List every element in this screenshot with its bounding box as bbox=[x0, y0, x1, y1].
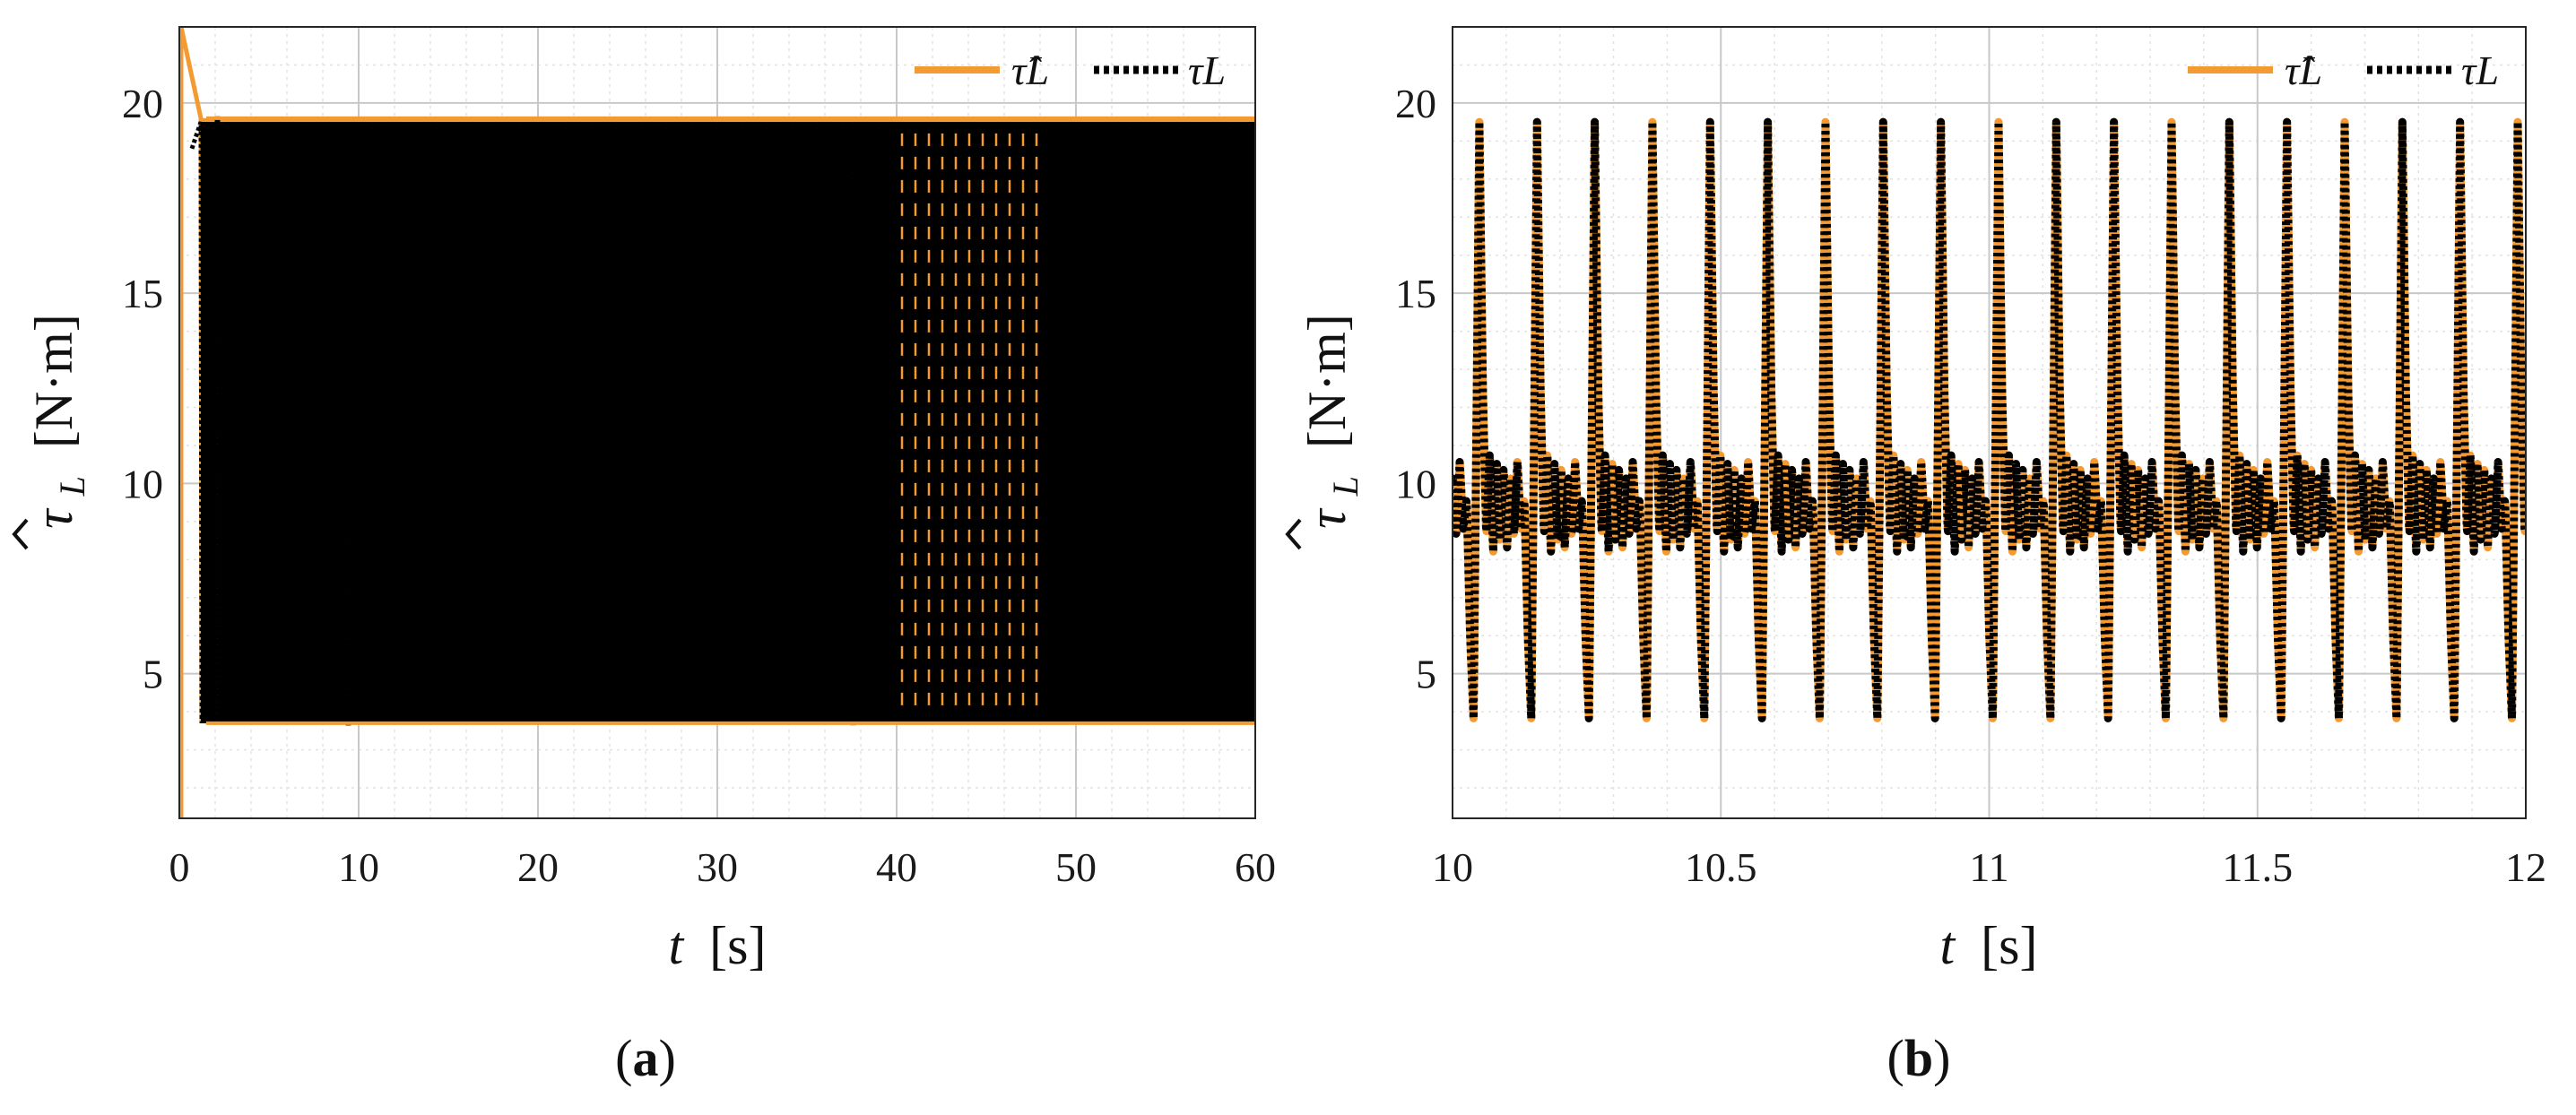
axes-frame-b bbox=[1452, 26, 2527, 819]
y-axis-unit-a: [N·m] bbox=[24, 314, 83, 448]
x-axis-label-b: t [s] bbox=[1940, 916, 2038, 975]
y-tick-label: 15 bbox=[1395, 271, 1436, 316]
y-tick-label: 20 bbox=[122, 81, 163, 126]
plot-area-a bbox=[179, 27, 1255, 818]
chart-panel-a: 0 10 20 30 40 50 60 5 10 15 20 τ̂L τL t [s] τ L [N… bbox=[12, 26, 1277, 1087]
y-axis-sub-a: L bbox=[52, 476, 92, 497]
x-ticks-b: 10 10.5 11 11.5 12 bbox=[1432, 844, 2546, 890]
y-tick-label: 10 bbox=[122, 461, 163, 506]
y-axis-label-b: τ L [N·m] bbox=[1285, 314, 1369, 550]
x-tick-label: 10.5 bbox=[1685, 844, 1757, 890]
x-axis-unit-b: [s] bbox=[1981, 916, 2037, 975]
x-tick-label: 60 bbox=[1235, 844, 1276, 890]
panel-label-a: (a) bbox=[615, 1029, 676, 1087]
legend-label-actual: τL bbox=[2461, 48, 2499, 93]
x-tick-label: 50 bbox=[1055, 844, 1097, 890]
legend-label-actual: τL bbox=[1188, 48, 1226, 93]
y-axis-hat-a bbox=[12, 518, 29, 550]
legend-label-estimate: τ̂L bbox=[2285, 48, 2322, 93]
chart-panel-b: 10 10.5 11 11.5 12 5 10 15 20 τ̂L τL t [s] τ L [… bbox=[1285, 26, 2546, 1087]
x-axis-label-a: t [s] bbox=[669, 916, 767, 975]
series-actual-line-a bbox=[189, 119, 1255, 726]
x-axis-var-a: t bbox=[669, 916, 685, 975]
y-axis-label-a: τ L [N·m] bbox=[12, 314, 96, 550]
x-tick-label: 40 bbox=[876, 844, 917, 890]
svg-text:τ L [N·m]: τ L [N·m] bbox=[24, 314, 96, 529]
x-tick-label: 20 bbox=[517, 844, 559, 890]
x-tick-label: 11 bbox=[1969, 844, 2008, 890]
legend-a: τ̂L τL bbox=[915, 48, 1226, 93]
y-tick-label: 15 bbox=[122, 271, 163, 316]
y-ticks-b: 5 10 15 20 bbox=[1395, 81, 1436, 697]
x-tick-label: 11.5 bbox=[2222, 844, 2293, 890]
series-actual-line-b bbox=[1453, 117, 2526, 722]
axes-frame-a bbox=[178, 26, 1256, 819]
x-tick-label: 12 bbox=[2505, 844, 2546, 890]
x-tick-label: 10 bbox=[338, 844, 379, 890]
y-tick-label: 20 bbox=[1395, 81, 1436, 126]
x-tick-label: 0 bbox=[169, 844, 190, 890]
y-axis-var-a: τ bbox=[24, 507, 83, 529]
panel-label-b: (b) bbox=[1887, 1029, 1951, 1087]
x-tick-label: 10 bbox=[1432, 844, 1473, 890]
x-axis-var-b: t bbox=[1940, 916, 1956, 975]
y-tick-label: 5 bbox=[1416, 652, 1436, 697]
y-tick-label: 10 bbox=[1395, 461, 1436, 506]
svg-text:τ L [N·m]: τ L [N·m] bbox=[1297, 314, 1369, 529]
y-axis-var-b: τ bbox=[1297, 507, 1357, 529]
x-ticks-a: 0 10 20 30 40 50 60 bbox=[169, 844, 1277, 890]
y-axis-sub-b: L bbox=[1325, 476, 1366, 497]
y-axis-hat-b bbox=[1285, 518, 1302, 550]
plot-area-b bbox=[1453, 117, 2526, 722]
x-axis-unit-a: [s] bbox=[709, 916, 766, 975]
x-tick-label: 30 bbox=[697, 844, 738, 890]
y-axis-unit-b: [N·m] bbox=[1297, 314, 1357, 448]
y-tick-label: 5 bbox=[143, 652, 163, 697]
legend-label-estimate: τ̂L bbox=[1011, 48, 1049, 93]
y-ticks-a: 5 10 15 20 bbox=[122, 81, 163, 697]
legend-b: τ̂L τL bbox=[2188, 48, 2499, 93]
